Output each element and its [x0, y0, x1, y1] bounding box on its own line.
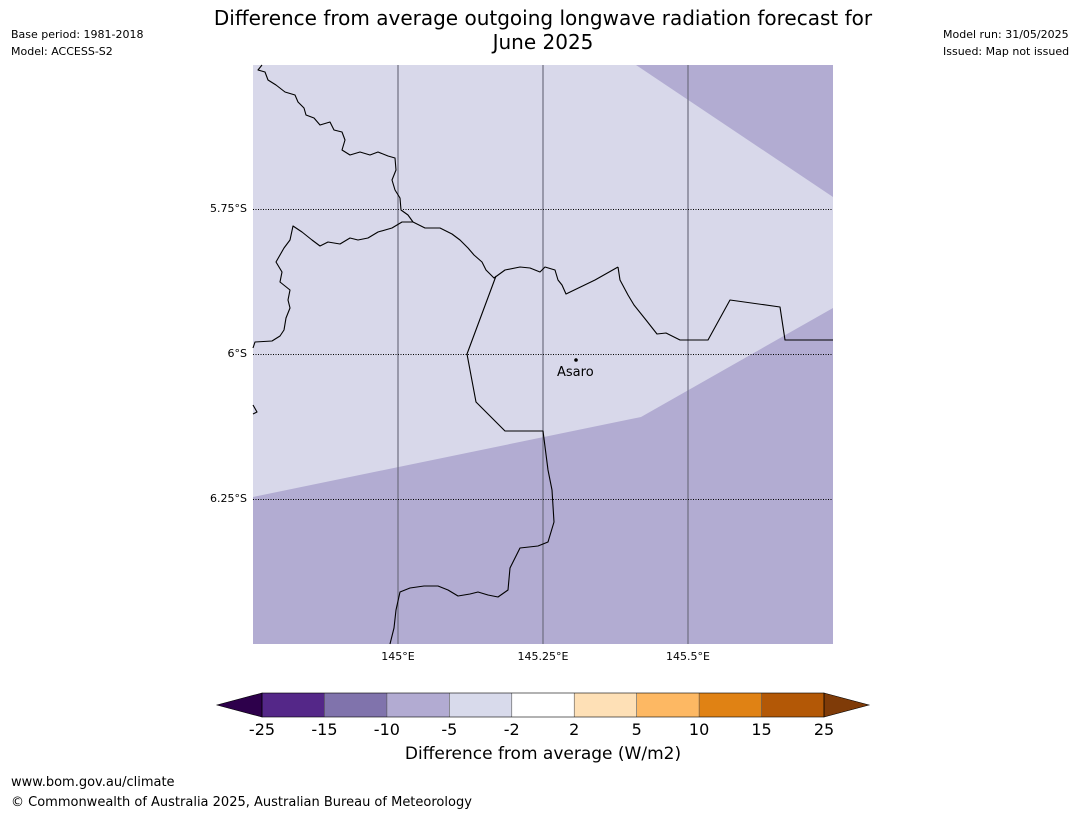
colorbar-underflow-arrow: [215, 692, 263, 718]
boundary-central-north: [412, 221, 619, 295]
model-info: Base period: 1981-2018 Model: ACCESS-S2: [11, 26, 143, 60]
asaro-marker: [574, 358, 578, 362]
colorbar-segment: [324, 693, 388, 717]
boundary-west-stub: [252, 404, 258, 415]
colorbar-segment: [699, 693, 763, 717]
colorbar-label: Difference from average (W/m2): [404, 744, 682, 764]
colorbar-tick-label: 10: [688, 720, 710, 739]
colorbar-tick-label: 2: [569, 720, 580, 739]
colorbar-tick-label: 5: [631, 720, 642, 739]
colorbar-segment: [386, 693, 450, 717]
boundary-east: [617, 266, 833, 341]
lon-label-145: 145°E: [381, 650, 415, 663]
colorbar-segment: [574, 693, 638, 717]
fill-region-dark-top: [636, 65, 833, 197]
colorbar-tick-label: -25: [248, 720, 276, 739]
title-line-2: June 2025: [492, 30, 594, 54]
base-period-text: Base period: 1981-2018: [11, 28, 144, 41]
province-boundaries: [252, 64, 833, 645]
colorbar-tick-label: -10: [373, 720, 400, 739]
footer-copyright: © Commonwealth of Australia 2025, Austra…: [11, 795, 472, 810]
colorbar-tick-label: 25: [813, 720, 835, 739]
run-info: Model run: 31/05/2025 Issued: Map not is…: [943, 26, 1069, 60]
map-canvas: [252, 64, 833, 645]
colorbar-segment: [761, 693, 825, 717]
model-run-text: Model run: 31/05/2025: [943, 28, 1069, 41]
lat-label-6-25: 6.25°S: [210, 492, 247, 505]
boundary-north: [257, 64, 414, 223]
colorbar-segment: [636, 693, 700, 717]
lon-label-145-5: 145.5°E: [666, 650, 710, 663]
colorbar-segment: [262, 693, 325, 717]
lat-label-6: 6°S: [227, 347, 247, 360]
colorbar: [215, 692, 871, 718]
issued-text: Issued: Map not issued: [943, 45, 1070, 58]
colorbar-segments: [262, 693, 825, 717]
colorbar-tick-label: -2: [503, 720, 520, 739]
boundary-south: [389, 275, 555, 645]
colorbar-frame: [261, 692, 825, 718]
title-line-1: Difference from average outgoing longwav…: [213, 6, 873, 30]
footer-url[interactable]: www.bom.gov.au/climate: [11, 775, 175, 790]
colorbar-tick-label: 15: [751, 720, 772, 739]
asaro-label: Asaro: [557, 365, 594, 380]
model-name-text: Model: ACCESS-S2: [11, 45, 113, 58]
colorbar-overflow-arrow: [823, 692, 871, 718]
colorbar-tick-label: -15: [311, 720, 338, 739]
map-title: Difference from average outgoing longwav…: [140, 6, 946, 54]
boundary-west: [252, 221, 413, 349]
lat-label-5-75: 5.75°S: [210, 202, 247, 215]
colorbar-segment: [511, 693, 575, 717]
colorbar-tick-label: -5: [441, 720, 458, 739]
lon-label-145-25: 145.25°E: [517, 650, 569, 663]
colorbar-segment: [449, 693, 513, 717]
